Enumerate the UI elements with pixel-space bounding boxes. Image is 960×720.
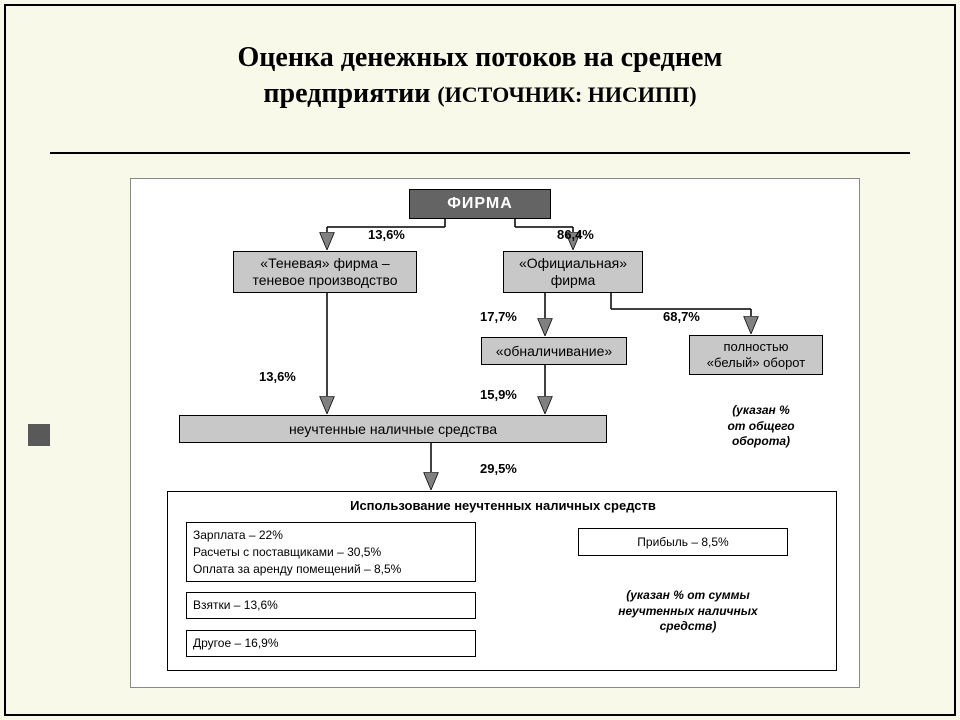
node-cashing-label: «обналичивание» <box>496 343 612 360</box>
usage-right: Прибыль – 8,5% <box>578 528 788 556</box>
usage-title: Использование неучтенных наличных средст… <box>168 498 838 513</box>
bullet-icon <box>28 424 50 446</box>
node-official-label: «Официальная» фирма <box>519 255 627 289</box>
title-line2: предприятии <box>263 78 430 109</box>
usage-left-item-2: Оплата за аренду помещений – 8,5% <box>193 561 469 578</box>
edge-label-0: 13,6% <box>368 227 405 242</box>
note-usage: (указан % от суммы неучтенных наличных с… <box>568 588 808 635</box>
node-white: полностью «белый» оборот <box>689 335 823 375</box>
edge-label-5: 15,9% <box>480 387 517 402</box>
title-source: (ИСТОЧНИК: НИСИПП) <box>437 82 696 107</box>
node-official: «Официальная» фирма <box>503 251 643 293</box>
usage-middle-text: Взятки – 13,6% <box>193 597 469 614</box>
edge-label-1: 86,4% <box>557 227 594 242</box>
usage-bottom-text: Другое – 16,9% <box>193 635 469 652</box>
node-cashing: «обналичивание» <box>481 337 627 365</box>
node-shadow: «Теневая» фирма – теневое производство <box>233 251 417 293</box>
node-cashfunds-label: неучтенные наличные средства <box>289 421 497 438</box>
usage-right-text: Прибыль – 8,5% <box>637 534 728 551</box>
flowchart-diagram: ФИРМА «Теневая» фирма – теневое производ… <box>130 178 860 688</box>
node-cashfunds: неучтенные наличные средства <box>179 415 607 443</box>
node-white-label: полностью «белый» оборот <box>707 339 805 370</box>
usage-bottom: Другое – 16,9% <box>186 630 476 657</box>
edge-label-2: 17,7% <box>480 309 517 324</box>
edge-label-3: 68,7% <box>663 309 700 324</box>
node-firm-label: ФИРМА <box>447 194 513 213</box>
usage-left-top: Зарплата – 22% Расчеты с поставщиками – … <box>186 522 476 582</box>
slide-title: Оценка денежных потоков на среднем предп… <box>0 40 960 113</box>
edge-label-6: 29,5% <box>480 461 517 476</box>
usage-left-item-0: Зарплата – 22% <box>193 527 469 544</box>
usage-container: Использование неучтенных наличных средст… <box>167 491 837 671</box>
edge-label-4: 13,6% <box>259 369 296 384</box>
title-line1: Оценка денежных потоков на среднем <box>238 42 723 73</box>
note-total: (указан % от общего оборота) <box>701 403 821 450</box>
usage-left-item-1: Расчеты с поставщиками – 30,5% <box>193 544 469 561</box>
node-shadow-label: «Теневая» фирма – теневое производство <box>252 255 397 289</box>
node-firm: ФИРМА <box>409 189 551 219</box>
usage-middle: Взятки – 13,6% <box>186 592 476 619</box>
title-underline <box>50 152 910 154</box>
